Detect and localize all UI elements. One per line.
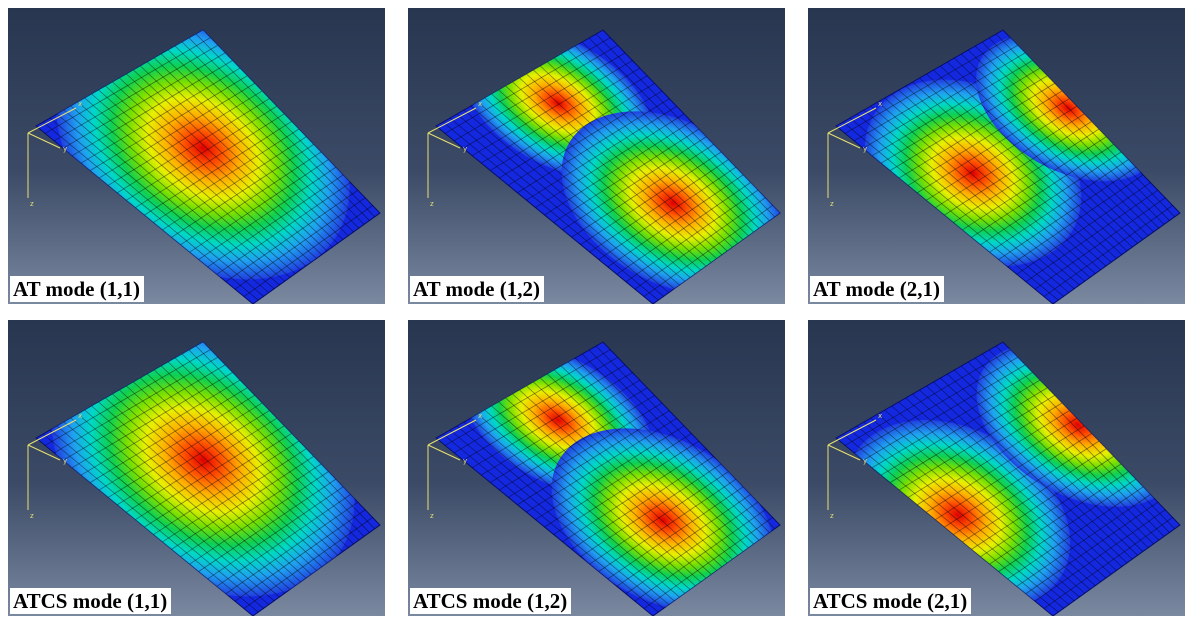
mode-image: x y z [8,8,385,304]
mode-image: x y z [808,8,1185,304]
triad-label: x [878,100,882,108]
triad-label: y [863,145,867,153]
triad-label: x [78,100,82,108]
triad-label: z [430,200,434,208]
triad-label: z [30,512,34,520]
panel-label: ATCS mode (1,2) [410,588,571,614]
mode-panel: x y z ATCS mode (1,1) [8,320,385,616]
triad-label: x [478,100,482,108]
mode-image: x y z [8,320,385,616]
mode-image: x y z [408,8,785,304]
panel-label: AT mode (1,1) [10,276,144,302]
triad-label: x [878,412,882,420]
triad-label: x [78,412,82,420]
triad-label: x [478,412,482,420]
triad-label: z [30,200,34,208]
triad-label: y [63,145,67,153]
mode-panel: x y z ATCS mode (2,1) [808,320,1185,616]
mode-panel: x y z ATCS mode (1,2) [408,320,785,616]
mode-panel: x y z AT mode (2,1) [808,8,1185,304]
triad-label: y [863,457,867,465]
triad-label: y [463,457,467,465]
panel-label: AT mode (2,1) [810,276,944,302]
triad-label: z [830,512,834,520]
triad-label: y [63,457,67,465]
panel-label: AT mode (1,2) [410,276,544,302]
panel-label: ATCS mode (1,1) [10,588,171,614]
mode-image: x y z [808,320,1185,616]
triad-label: y [463,145,467,153]
page: x y z AT mode (1,1) x y z AT mode (1,2) x y z AT mo… [0,0,1190,622]
mode-image: x y z [408,320,785,616]
panel-label: ATCS mode (2,1) [810,588,971,614]
triad-label: z [430,512,434,520]
triad-label: z [830,200,834,208]
mode-panel: x y z AT mode (1,2) [408,8,785,304]
mode-panel: x y z AT mode (1,1) [8,8,385,304]
